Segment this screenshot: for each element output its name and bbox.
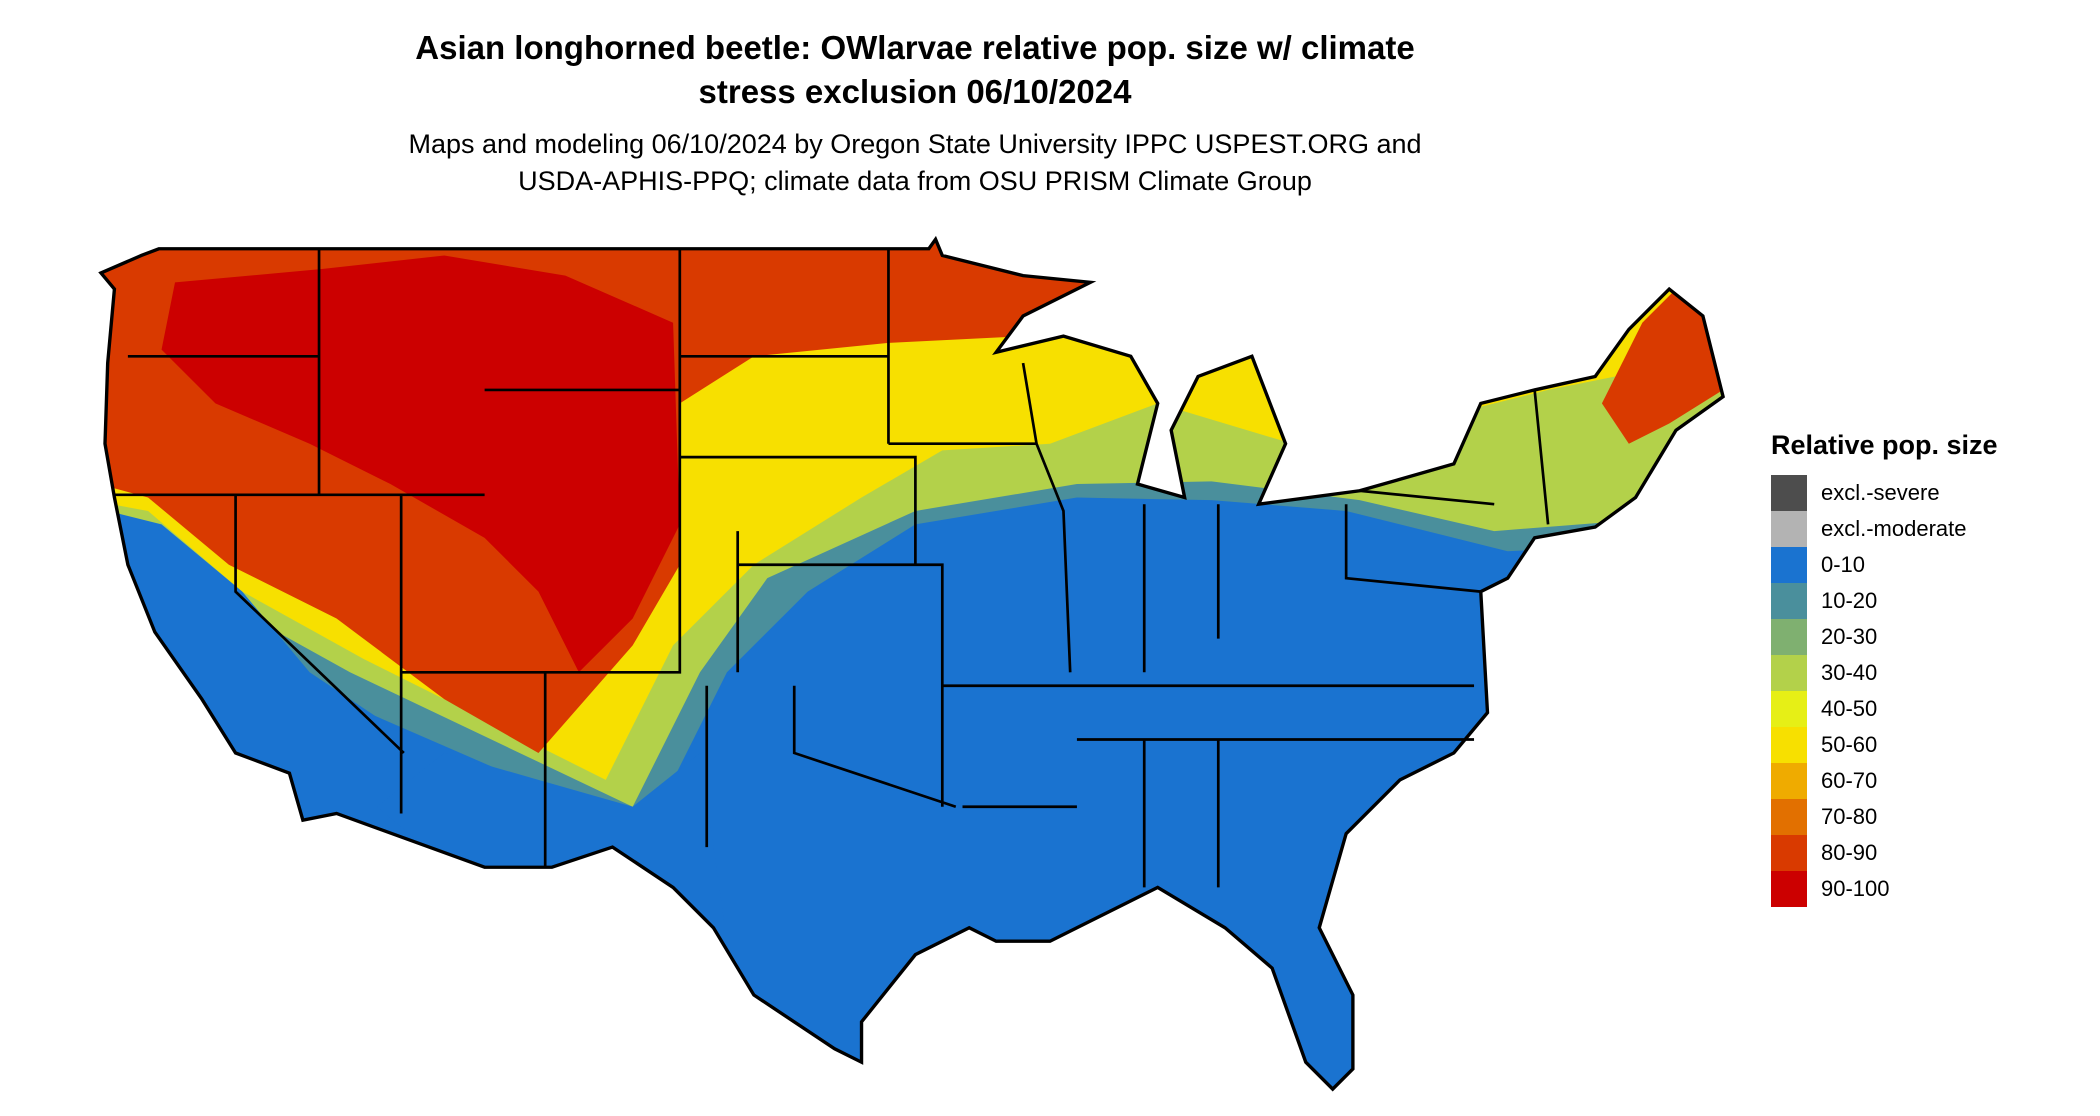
legend-label: 30-40 [1821,660,1878,685]
legend-swatch [1771,691,1807,727]
legend-label: 50-60 [1821,732,1878,757]
legend-swatch [1771,547,1807,583]
legend-swatch [1771,727,1807,763]
legend-swatch [1771,475,1807,511]
map-title: Asian longhorned beetle: OWlarvae relati… [300,26,1530,114]
legend-label: 90-100 [1821,876,1890,901]
legend-item: excl.-moderate [1771,511,1998,547]
state-borders [114,248,1550,888]
zone-80-90-northeast [1601,289,1724,444]
legend-item: 50-60 [1771,727,1998,763]
legend-label: 70-80 [1821,804,1878,829]
legend-title: Relative pop. size [1771,430,1998,460]
title-line-2: stress exclusion 06/10/2024 [698,73,1132,110]
legend-item: 60-70 [1771,763,1998,799]
legend-label: 20-30 [1821,624,1878,649]
title-line-1: Asian longhorned beetle: OWlarvae relati… [415,29,1415,66]
legend-item: 0-10 [1771,547,1998,583]
legend-swatch [1771,871,1807,907]
legend-swatch [1771,835,1807,871]
legend-item: 40-50 [1771,691,1998,727]
legend-swatch [1771,511,1807,547]
legend: Relative pop. size excl.-severe excl.-mod… [1771,430,1998,907]
legend-item: 30-40 [1771,655,1998,691]
legend-label: 60-70 [1821,768,1878,793]
legend-label: 40-50 [1821,696,1878,721]
legend-swatch [1771,655,1807,691]
legend-item: 70-80 [1771,799,1998,835]
legend-swatch [1771,583,1807,619]
map-subtitle: Maps and modeling 06/10/2024 by Oregon S… [300,126,1530,200]
zone-90-100 [161,255,680,673]
legend-item: 80-90 [1771,835,1998,871]
legend-item: 90-100 [1771,871,1998,907]
legend-item: 10-20 [1771,583,1998,619]
legend-items: excl.-severe excl.-moderate 0-10 10-20 20-30… [1771,475,1998,907]
legend-item: excl.-severe [1771,475,1998,511]
subtitle-line-1: Maps and modeling 06/10/2024 by Oregon S… [408,129,1422,159]
legend-label: 0-10 [1821,552,1866,577]
zone-0-10-california [107,510,404,861]
legend-label: excl.-severe [1821,480,1940,505]
legend-label: excl.-moderate [1821,516,1967,541]
legend-label: 10-20 [1821,588,1878,613]
legend-item: 20-30 [1771,619,1998,655]
legend-swatch [1771,763,1807,799]
legend-swatch [1771,619,1807,655]
legend-swatch [1771,799,1807,835]
legend-label: 80-90 [1821,840,1878,865]
subtitle-line-2: USDA-APHIS-PPQ; climate data from OSU PR… [518,166,1312,196]
